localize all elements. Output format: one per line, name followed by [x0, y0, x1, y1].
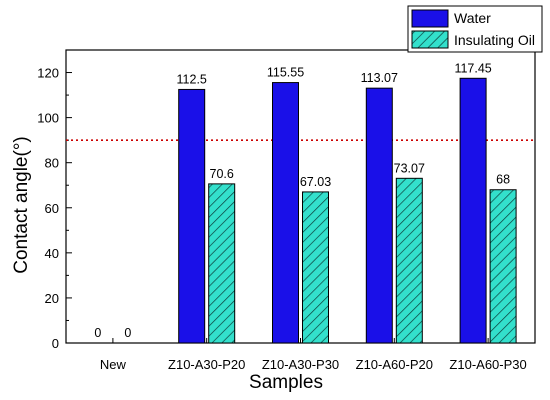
data-label-water: 117.45: [454, 61, 491, 75]
bar-water: [178, 88, 206, 344]
x-tick-label: Z10-A30-P30: [262, 357, 339, 372]
legend: Water Insulating Oil: [407, 5, 543, 53]
x-tick-label: Z10-A30-P20: [168, 357, 245, 372]
data-label-insulating-oil: 73.07: [394, 161, 425, 175]
legend-swatch-insulating-oil: [411, 30, 449, 49]
legend-label-water: Water: [454, 10, 491, 26]
legend-swatch-water: [411, 9, 449, 28]
bar-water: [272, 82, 299, 344]
x-axis-title: Samples: [249, 372, 323, 393]
y-tick-label: 60: [45, 201, 59, 216]
y-tick-label: 80: [45, 156, 59, 171]
data-label-insulating-oil: 68: [496, 173, 510, 187]
legend-label-insulating-oil: Insulating Oil: [454, 32, 535, 48]
x-tick-label: Z10-A60-P20: [356, 357, 433, 372]
bar-insulating-oil: [302, 191, 329, 344]
bar-insulating-oil: [208, 183, 236, 344]
data-label-water: 115.55: [267, 66, 304, 80]
data-label-insulating-oil: 0: [124, 326, 131, 340]
data-label-water: 113.07: [361, 71, 398, 85]
bar-water: [459, 77, 487, 344]
x-tick-label: New: [100, 357, 127, 372]
y-tick-label: 120: [37, 66, 59, 81]
y-tick-label: 40: [45, 246, 59, 261]
y-tick-label: 0: [52, 336, 59, 351]
bar-insulating-oil: [489, 189, 517, 344]
data-label-insulating-oil: 67.03: [300, 175, 331, 189]
bar-water: [365, 87, 393, 344]
x-tick-label: Z10-A60-P30: [449, 357, 526, 372]
data-label-water: 112.5: [177, 72, 207, 86]
y-axis-title: Contact angle(°): [11, 136, 32, 274]
data-label-water: 0: [94, 326, 101, 340]
y-tick-label: 100: [37, 111, 59, 126]
bar-insulating-oil: [395, 177, 423, 344]
y-tick-label: 20: [45, 291, 59, 306]
data-label-insulating-oil: 70.6: [210, 167, 234, 181]
